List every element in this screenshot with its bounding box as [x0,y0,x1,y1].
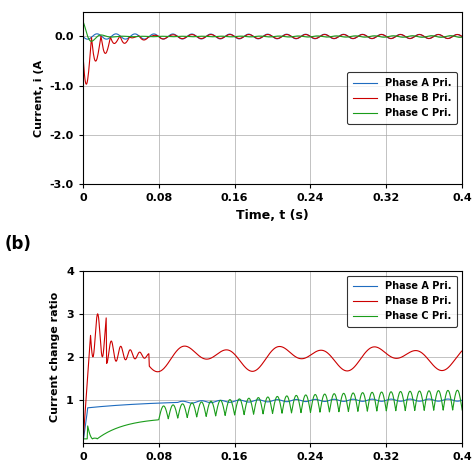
Line: Phase C Pri.: Phase C Pri. [83,390,462,443]
Phase A Pri. [459,397,465,403]
Phase C Pri. [81,19,86,25]
Phase A Pri. [456,398,462,404]
Legend: Phase A Pri., Phase B Pri., Phase C Pri.: Phase A Pri., Phase B Pri., Phase C Pri. [347,73,457,124]
Phase B Pri. [80,34,86,39]
Phase B Pri. [136,350,142,356]
Phase A Pri. [131,401,137,407]
Phase A Pri. [254,36,259,41]
Phase A Pri. [456,32,462,38]
Phase B Pri. [181,343,186,349]
Phase A Pri. [80,440,86,446]
Phase C Pri. [132,34,138,39]
Phase B Pri. [132,35,137,40]
Line: Phase B Pri.: Phase B Pri. [83,314,462,443]
Phase C Pri. [80,34,86,39]
Phase C Pri. [456,390,462,395]
Phase C Pri. [137,34,142,39]
Phase B Pri. [456,32,462,38]
Phase C Pri. [321,34,327,40]
Phase C Pri. [455,387,460,393]
Phase C Pri. [131,420,137,426]
Phase B Pri. [181,36,186,41]
Phase C Pri. [456,35,462,40]
Phase C Pri. [181,33,187,39]
Phase A Pri. [80,34,86,39]
Phase C Pri. [459,34,465,40]
Phase B Pri. [136,33,142,39]
Phase B Pri. [459,348,465,354]
Phase A Pri. [320,399,326,404]
Phase C Pri. [254,34,259,39]
Line: Phase A Pri.: Phase A Pri. [83,399,462,443]
Phase C Pri. [80,440,86,446]
Phase A Pri. [181,36,187,42]
Phase B Pri. [253,367,259,373]
Phase C Pri. [459,407,465,413]
Phase B Pri. [456,352,462,357]
Text: (b): (b) [5,235,32,253]
Phase B Pri. [95,311,100,317]
Phase C Pri. [320,395,326,401]
Phase A Pri. [132,31,138,37]
Phase A Pri. [85,36,91,42]
Phase A Pri. [180,398,186,404]
Y-axis label: Current change ratio: Current change ratio [51,292,61,422]
Phase B Pri. [459,34,465,39]
Legend: Phase A Pri., Phase B Pri., Phase C Pri.: Phase A Pri., Phase B Pri., Phase C Pri. [347,275,457,327]
Line: Phase C Pri.: Phase C Pri. [83,22,462,41]
Phase C Pri. [253,401,258,407]
Phase A Pri. [459,34,465,39]
Line: Phase A Pri.: Phase A Pri. [83,34,462,39]
Phase B Pri. [320,32,326,37]
Phase A Pri. [445,396,451,402]
Phase B Pri. [253,35,259,41]
Phase B Pri. [455,32,460,37]
Phase B Pri. [132,356,137,362]
X-axis label: Time, t (s): Time, t (s) [236,209,309,222]
Y-axis label: Current, i (A: Current, i (A [34,60,44,137]
Phase A Pri. [253,397,258,403]
Phase A Pri. [137,33,142,39]
Phase A Pri. [321,31,327,37]
Phase A Pri. [136,401,141,407]
Phase B Pri. [80,440,86,446]
Phase B Pri. [320,348,326,354]
Phase C Pri. [180,401,186,407]
Phase C Pri. [136,419,141,425]
Phase B Pri. [83,82,89,87]
Phase A Pri. [94,31,100,36]
Phase C Pri. [89,38,94,44]
Line: Phase B Pri.: Phase B Pri. [83,35,462,84]
